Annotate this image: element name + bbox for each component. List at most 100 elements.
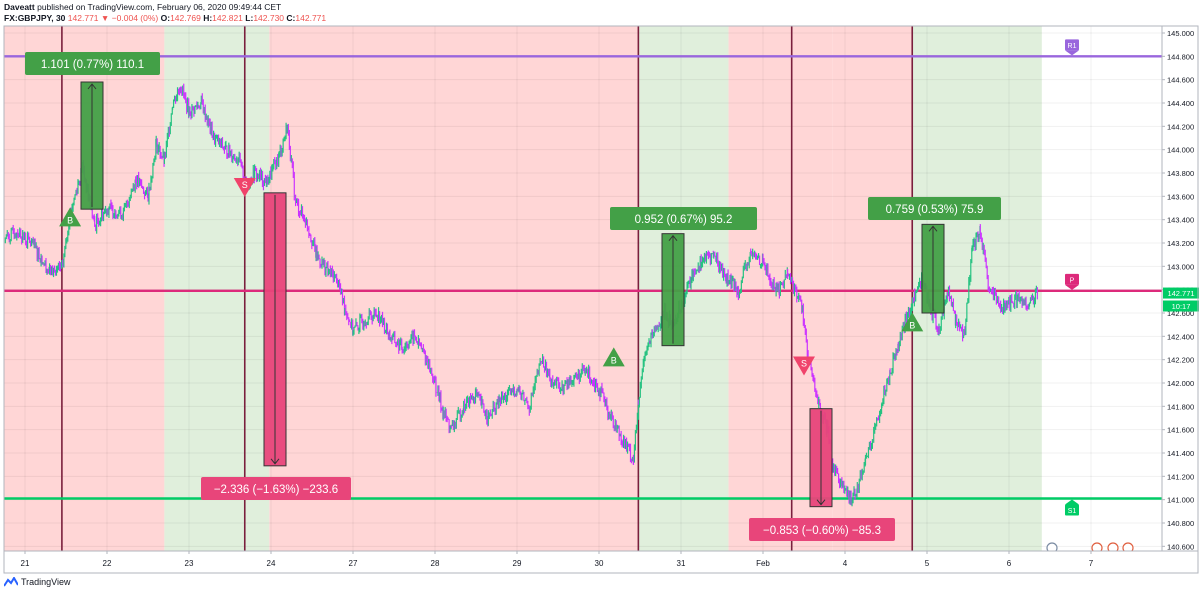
- price-tick-label: 143.000: [1167, 262, 1194, 271]
- chart-frame: [3, 25, 1199, 574]
- tradingview-logo-icon: [4, 577, 18, 587]
- level-badge-label: S1: [1068, 508, 1077, 515]
- price-tick-label: 141.400: [1167, 449, 1194, 458]
- signal-label: S: [801, 359, 807, 369]
- trade-label-box[interactable]: [610, 207, 757, 230]
- time-tick-label: 31: [677, 559, 686, 568]
- trade-box-arrowhead: [270, 458, 280, 465]
- time-tick-label: 7: [1089, 559, 1094, 568]
- open-label: O:: [160, 13, 171, 23]
- chart-header: Daveatt published on TradingView.com, Fe…: [4, 2, 1194, 26]
- price-tag-label: 142.771: [1167, 289, 1194, 298]
- price-tag-label: 10:17: [1172, 302, 1191, 311]
- session-zone: [832, 26, 913, 551]
- trade-label: 0.759 (0.53%) 75.9: [886, 204, 984, 216]
- footer: TradingView: [0, 574, 1200, 594]
- price-tick-label: 144.400: [1167, 99, 1194, 108]
- signal-label: B: [909, 320, 915, 330]
- price-tick-label: 144.600: [1167, 76, 1194, 85]
- trade-label-box[interactable]: [749, 518, 895, 541]
- level-badge[interactable]: [1065, 273, 1079, 285]
- time-tick-label: Feb: [756, 559, 770, 568]
- time-tick-label: 22: [103, 559, 112, 568]
- trade-label-box[interactable]: [201, 477, 351, 500]
- level-badge-label: R1: [1068, 43, 1077, 50]
- price-tick-label: 143.400: [1167, 216, 1194, 225]
- price-tag: [1163, 300, 1199, 312]
- signal-label: S: [242, 180, 248, 190]
- low-value: 142.730: [253, 13, 285, 23]
- sell-signal[interactable]: [233, 178, 256, 197]
- trade-box-arrowhead: [928, 225, 938, 232]
- level-badge-pointer: [1065, 50, 1079, 56]
- author-name[interactable]: Daveatt: [4, 2, 35, 12]
- time-tick-label: 24: [267, 559, 276, 568]
- time-tick-label: 23: [185, 559, 194, 568]
- price-tick-label: 144.200: [1167, 122, 1194, 131]
- price-tick-label: 142.200: [1167, 356, 1194, 365]
- ohlc-line: FX:GBPJPY, 30 142.771 ▼ −0.004 (0%) O:14…: [4, 13, 1194, 24]
- price-tick-label: 140.600: [1167, 542, 1194, 551]
- level-badge[interactable]: [1065, 504, 1079, 516]
- session-zone: [269, 26, 639, 551]
- trade-box-arrowhead: [87, 83, 97, 90]
- price-tick-label: 144.800: [1167, 52, 1194, 61]
- time-tick-label: 29: [513, 559, 522, 568]
- brand-label: TradingView: [21, 577, 71, 587]
- high-label: H:: [203, 13, 213, 23]
- time-tick-label: 4: [843, 559, 848, 568]
- signal-label: B: [611, 355, 617, 365]
- sell-signal[interactable]: [793, 356, 815, 376]
- trade-label: 1.101 (0.77%) 110.1: [41, 59, 144, 71]
- price-tick-label: 141.000: [1167, 496, 1194, 505]
- price-tick-label: 142.600: [1167, 309, 1194, 318]
- trade-label-box[interactable]: [25, 52, 160, 75]
- price-tag: [1163, 287, 1199, 299]
- level-badge[interactable]: [1065, 39, 1079, 51]
- trade-label: −2.336 (−1.63%) −233.6: [214, 484, 338, 496]
- level-badge-label: P: [1070, 277, 1075, 284]
- price-tick-label: 141.800: [1167, 402, 1194, 411]
- price-change: −0.004 (0%): [111, 13, 159, 23]
- price-tick-label: 140.800: [1167, 519, 1194, 528]
- time-tick-label: 30: [595, 559, 604, 568]
- time-tick-label: 28: [431, 559, 440, 568]
- trade-label: 0.952 (0.67%) 95.2: [635, 214, 733, 226]
- buy-signal[interactable]: [602, 347, 625, 367]
- tradingview-brand[interactable]: TradingView: [4, 577, 71, 587]
- trade-box-arrowhead: [668, 234, 678, 241]
- time-tick-label: 5: [925, 559, 930, 568]
- buy-signal[interactable]: [901, 312, 924, 332]
- price-tick-label: 142.400: [1167, 332, 1194, 341]
- trade-label: −0.853 (−0.60%) −85.3: [763, 525, 881, 537]
- price-tick-label: 143.600: [1167, 192, 1194, 201]
- low-label: L:: [245, 13, 254, 23]
- price-tick-label: 144.000: [1167, 146, 1194, 155]
- time-tick-label: 6: [1007, 559, 1012, 568]
- buy-signal[interactable]: [59, 207, 82, 227]
- price-chart[interactable]: R1 P S1 1.101 (0.77%) 110.1 −2.336 (−1.63%) …: [0, 0, 1200, 574]
- trade-box-arrowhead: [816, 499, 826, 506]
- publish-text: published on TradingView.com, February 0…: [37, 2, 282, 12]
- signal-label: B: [67, 215, 73, 225]
- price-tick-label: 142.000: [1167, 379, 1194, 388]
- time-axis[interactable]: [4, 551, 1162, 573]
- close-label: C:: [286, 13, 296, 23]
- session-zone: [164, 26, 270, 551]
- open-value: 142.769: [170, 13, 201, 23]
- publish-line: Daveatt published on TradingView.com, Fe…: [4, 2, 1194, 13]
- time-tick-label: 27: [349, 559, 358, 568]
- trade-label-box[interactable]: [868, 197, 1001, 220]
- level-badge-pointer: [1065, 284, 1079, 290]
- price-tick-label: 141.600: [1167, 426, 1194, 435]
- price-tick-label: 145.000: [1167, 29, 1194, 38]
- price-tick-label: 143.200: [1167, 239, 1194, 248]
- symbol-label[interactable]: FX:GBPJPY, 30: [4, 13, 66, 23]
- close-value: 142.771: [295, 13, 327, 23]
- level-badge-pointer: [1065, 499, 1079, 505]
- last-price: 142.771: [67, 13, 99, 23]
- down-arrow-icon: ▼: [100, 13, 110, 23]
- high-value: 142.821: [212, 13, 243, 23]
- price-tick-label: 143.800: [1167, 169, 1194, 178]
- time-tick-label: 21: [21, 559, 30, 568]
